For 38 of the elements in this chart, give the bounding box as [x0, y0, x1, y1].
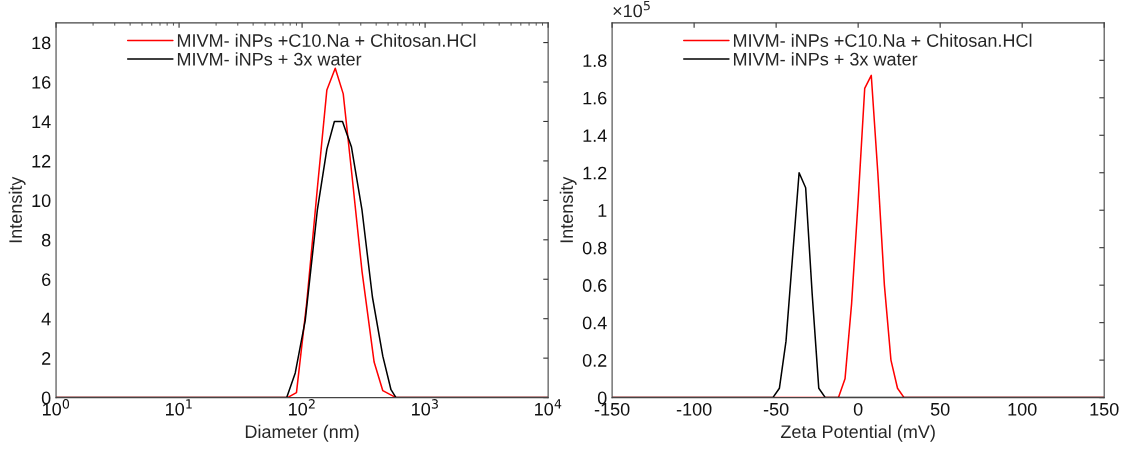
x-tick-label: -50 [763, 402, 789, 416]
x-tick-label: 100 [1008, 402, 1037, 416]
y-tick-label: 1.2 [583, 166, 607, 180]
x-axis-title: Diameter (nm) [245, 424, 359, 442]
x-tick-label: 10$^{2}$ [289, 399, 315, 416]
x-tick-label: 150 [1090, 402, 1119, 416]
y-tick-label: 6 [42, 273, 51, 286]
x-tick-label: 0 [853, 402, 863, 416]
legend-label: MIVM- iNPs +C10.Na + Chitosan.HCl [177, 33, 476, 47]
x-tick-label: -150 [594, 402, 630, 416]
legend-label: MIVM- iNPs + 3x water [734, 52, 918, 66]
x-tick-label: -100 [676, 402, 712, 416]
y-tick-label: 0.4 [582, 316, 607, 330]
y-tick-label: 1.6 [583, 91, 607, 105]
y-tick-label: 1.8 [583, 54, 607, 68]
x-tick-label: 50 [930, 402, 950, 416]
legend-label: MIVM- iNPs + 3x water [177, 52, 362, 66]
x-axis-title: Zeta Potential (mV) [780, 424, 935, 442]
legend-label: MIVM- iNPs +C10.Na + Chitosan.HCl [734, 33, 1032, 47]
y-tick-label: 18 [32, 36, 51, 50]
y-tick-label: 12 [32, 154, 51, 168]
y-tick-label: 4 [41, 312, 51, 326]
y-tick-label: 14 [32, 115, 51, 129]
y-tick-label: 2 [42, 352, 51, 365]
x-tick-label: 10$^{1}$ [166, 399, 192, 416]
text: ×10$^{5}$ [613, 0, 650, 18]
y-tick-label: 16 [32, 75, 51, 89]
y-tick-label: 0.8 [582, 241, 607, 255]
y-tick-label: 1 [598, 204, 607, 217]
x-tick-label: 10$^{3}$ [412, 399, 438, 416]
y-tick-label: 10 [32, 194, 51, 208]
y-tick-label: 8 [41, 233, 51, 247]
y-tick-label: 0.2 [582, 354, 607, 367]
y-tick-label: 0.6 [582, 279, 607, 292]
y-axis-title: Intensity [8, 176, 26, 243]
y-tick-label: 1.4 [583, 129, 607, 142]
y-axis-title: Intensity [559, 176, 577, 243]
x-tick-label: 10$^{4}$ [535, 399, 562, 416]
